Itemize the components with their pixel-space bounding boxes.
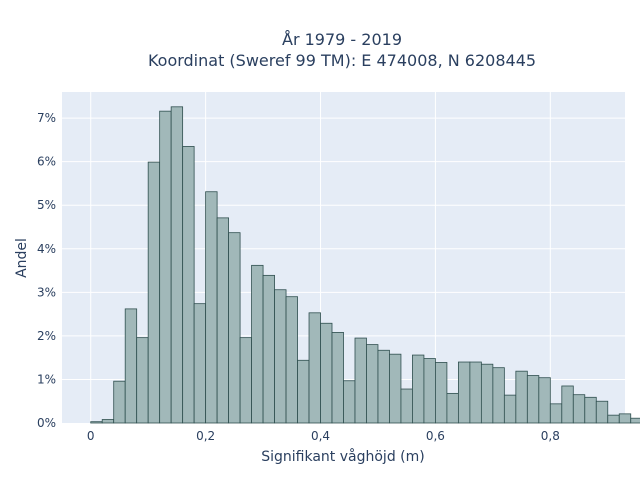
histogram-bar [170, 106, 184, 424]
x-tick-label: 0,6 [426, 429, 445, 443]
histogram-bar [136, 337, 149, 424]
histogram-bar [584, 396, 597, 424]
x-tick-label: 0 [87, 429, 95, 443]
x-tick-label: 0,8 [541, 429, 560, 443]
chart-title-line-1: År 1979 - 2019 [282, 30, 402, 49]
histogram-bar [343, 380, 356, 424]
histogram-bar [251, 264, 264, 424]
histogram-bar [389, 353, 402, 424]
y-tick-label: 7% [37, 111, 56, 125]
y-tick-label: 5% [37, 198, 56, 212]
histogram-bar [182, 146, 195, 424]
histogram-bar [435, 362, 448, 424]
histogram-bar [320, 322, 333, 424]
y-tick-label: 6% [37, 155, 56, 169]
y-tick-label: 4% [37, 242, 56, 256]
y-tick-label: 3% [37, 285, 56, 299]
histogram-bar [285, 296, 298, 424]
histogram-bar [618, 413, 632, 424]
histogram-bar [366, 344, 379, 424]
histogram-bars [90, 106, 640, 424]
histogram-bar [549, 403, 563, 424]
y-axis-title: Andel [14, 238, 30, 278]
histogram-bar [239, 337, 252, 424]
x-axis-ticks: 0 0,2 0,4 0,6 0,8 [87, 429, 560, 443]
histogram-bar [354, 337, 367, 424]
histogram-bar [308, 312, 321, 424]
histogram-bar [446, 392, 459, 424]
histogram-bar [607, 414, 620, 424]
chart-title-line-2: Koordinat (Sweref 99 TM): E 474008, N 62… [148, 51, 536, 70]
histogram-bar [90, 421, 103, 424]
histogram-bar [515, 370, 528, 424]
histogram-bar [572, 394, 586, 424]
histogram-bar [101, 419, 115, 424]
histogram-bar [492, 367, 505, 424]
histogram-bar [205, 191, 218, 424]
histogram-bar [274, 289, 287, 424]
histogram-bar [595, 400, 609, 424]
histogram-bar [377, 349, 390, 424]
histogram-bar [216, 217, 230, 424]
y-axis-ticks: 0% 1% 2% 3% 4% 5% 6% 7% [37, 111, 56, 430]
histogram-bar [457, 361, 471, 424]
y-tick-label: 2% [37, 329, 56, 343]
histogram-bar [331, 332, 344, 424]
histogram-bar [400, 388, 413, 424]
histogram-bar [159, 110, 172, 424]
y-tick-label: 1% [37, 372, 56, 386]
x-tick-label: 0,2 [196, 429, 215, 443]
histogram-bar [113, 380, 126, 424]
histogram-bar [124, 308, 138, 424]
histogram-bar [526, 375, 540, 424]
histogram-bar [630, 417, 640, 424]
histogram-bar [412, 354, 425, 424]
histogram-bar [262, 274, 275, 424]
x-axis-title: Signifikant våghöjd (m) [261, 448, 424, 465]
histogram-bar [193, 303, 207, 424]
histogram-bar [297, 359, 310, 424]
histogram-bar [147, 161, 161, 424]
x-tick-label: 0,4 [311, 429, 330, 443]
histogram-bar [469, 361, 482, 424]
histogram-bar [561, 385, 574, 424]
histogram-bar [480, 363, 494, 424]
histogram-bar [228, 232, 241, 424]
histogram-bar [503, 394, 517, 424]
histogram-bar [423, 358, 436, 424]
y-tick-label: 0% [37, 416, 56, 430]
histogram-bar [538, 377, 551, 424]
